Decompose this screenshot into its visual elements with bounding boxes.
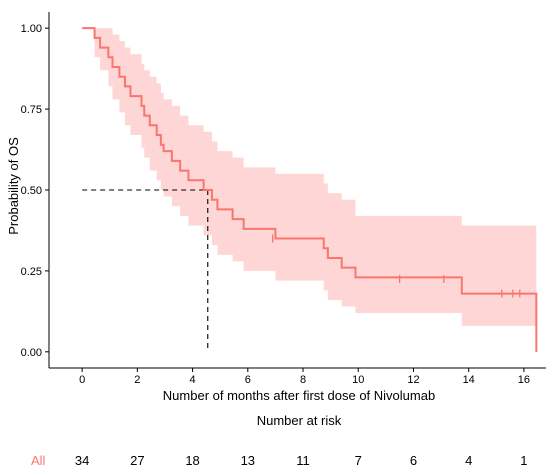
- x-tick-label: 6: [245, 374, 251, 386]
- x-tick-label: 8: [300, 374, 306, 386]
- risk-count: 11: [296, 453, 310, 468]
- risk-count: 13: [241, 453, 255, 468]
- y-tick-label: 0.00: [21, 347, 42, 359]
- y-tick-label: 0.75: [21, 104, 42, 116]
- x-tick-label: 16: [518, 374, 530, 386]
- risk-table-title: Number at risk: [257, 413, 342, 428]
- x-tick-label: 4: [190, 374, 196, 386]
- survival-curve-layer: [82, 27, 538, 352]
- censor-marks-layer: [271, 234, 521, 298]
- confidence-band: [82, 28, 537, 326]
- risk-table-counts: 34 27 18 13 11 7 6 4 1: [75, 453, 528, 468]
- y-tick-label: 0.25: [21, 266, 42, 278]
- y-tick-label: 0.50: [21, 185, 42, 197]
- y-tick-label: 1.00: [21, 23, 42, 35]
- risk-count: 4: [465, 453, 472, 468]
- risk-count: 34: [75, 453, 89, 468]
- y-axis-title: Probability of OS: [6, 137, 21, 235]
- x-axis-title: Number of months after first dose of Niv…: [163, 388, 435, 403]
- risk-count: 18: [185, 453, 199, 468]
- survival-curve: [82, 27, 538, 352]
- risk-table-group-label: All: [31, 453, 46, 468]
- x-tick-label: 10: [352, 374, 364, 386]
- x-tick-label: 0: [79, 374, 85, 386]
- risk-count: 27: [130, 453, 144, 468]
- risk-count: 1: [520, 453, 527, 468]
- x-tick-label: 2: [134, 374, 140, 386]
- x-tick-label: 12: [407, 374, 419, 386]
- risk-count: 6: [410, 453, 417, 468]
- risk-count: 7: [355, 453, 362, 468]
- median-reference-layer: [82, 189, 209, 352]
- confidence-band-layer: [82, 28, 537, 326]
- x-tick-label: 14: [463, 374, 475, 386]
- axes-layer: 0 2 4 6 8 10 12 14 16 0.00 0.25 0.50 0.75 1.00: [21, 12, 546, 386]
